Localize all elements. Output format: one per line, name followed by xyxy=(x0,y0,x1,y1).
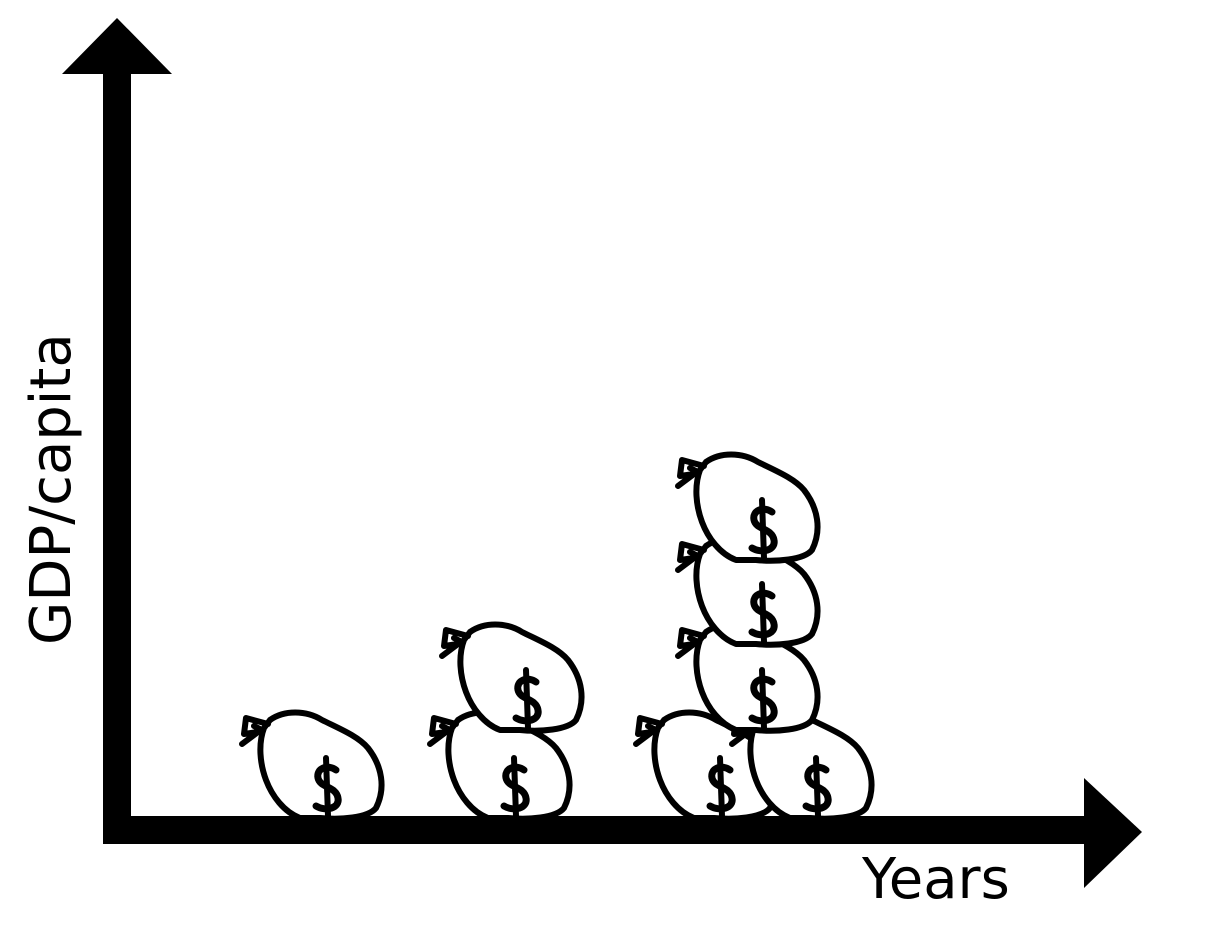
x-axis-label: Years xyxy=(862,847,1010,912)
x-axis xyxy=(103,778,1142,888)
money-bag-icon xyxy=(242,713,382,819)
money-bag-icon xyxy=(678,455,818,561)
money-bag-stacks xyxy=(242,455,872,819)
y-axis-label: GDP/capita xyxy=(19,333,84,645)
y-axis xyxy=(62,18,172,844)
